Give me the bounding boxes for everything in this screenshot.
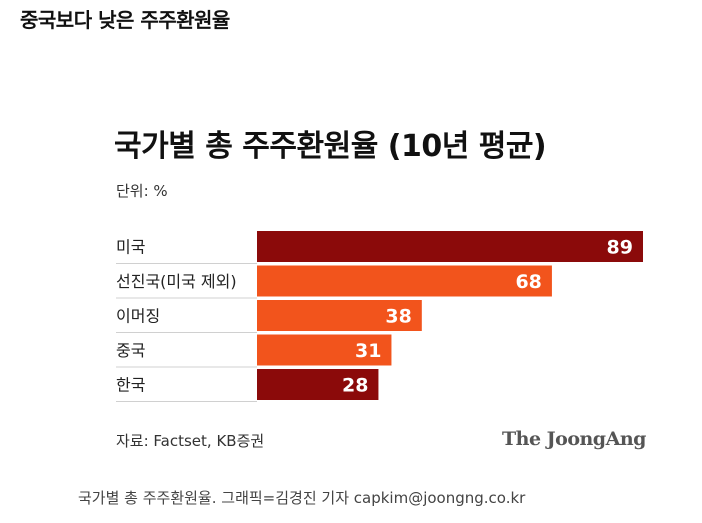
bar <box>257 334 392 366</box>
value-label: 28 <box>342 375 368 397</box>
headline: 중국보다 낮은 주주환원율 <box>20 8 230 32</box>
value-label: 89 <box>607 237 633 259</box>
category-label: 선진국(미국 제외) <box>116 272 237 291</box>
source-note: 자료: Factset, KB증권 <box>116 432 265 450</box>
value-label: 68 <box>515 271 541 293</box>
category-label: 한국 <box>116 376 145 395</box>
category-label: 중국 <box>116 341 145 360</box>
bar <box>257 300 422 331</box>
bar <box>257 231 643 262</box>
category-label: 미국 <box>116 238 145 257</box>
bar <box>257 369 379 400</box>
bar <box>257 265 552 297</box>
value-label: 31 <box>355 340 381 362</box>
publisher-logo: The JoongAng <box>502 428 646 450</box>
image-caption: 국가별 총 주주환원율. 그래픽=김경진 기자 capkim@joongng.c… <box>78 489 526 507</box>
unit-label: 단위: % <box>116 182 168 200</box>
category-label: 이머징 <box>116 307 160 326</box>
value-label: 38 <box>385 306 411 328</box>
chart-title: 국가별 총 주주환원율 (10년 평균) <box>114 129 547 164</box>
